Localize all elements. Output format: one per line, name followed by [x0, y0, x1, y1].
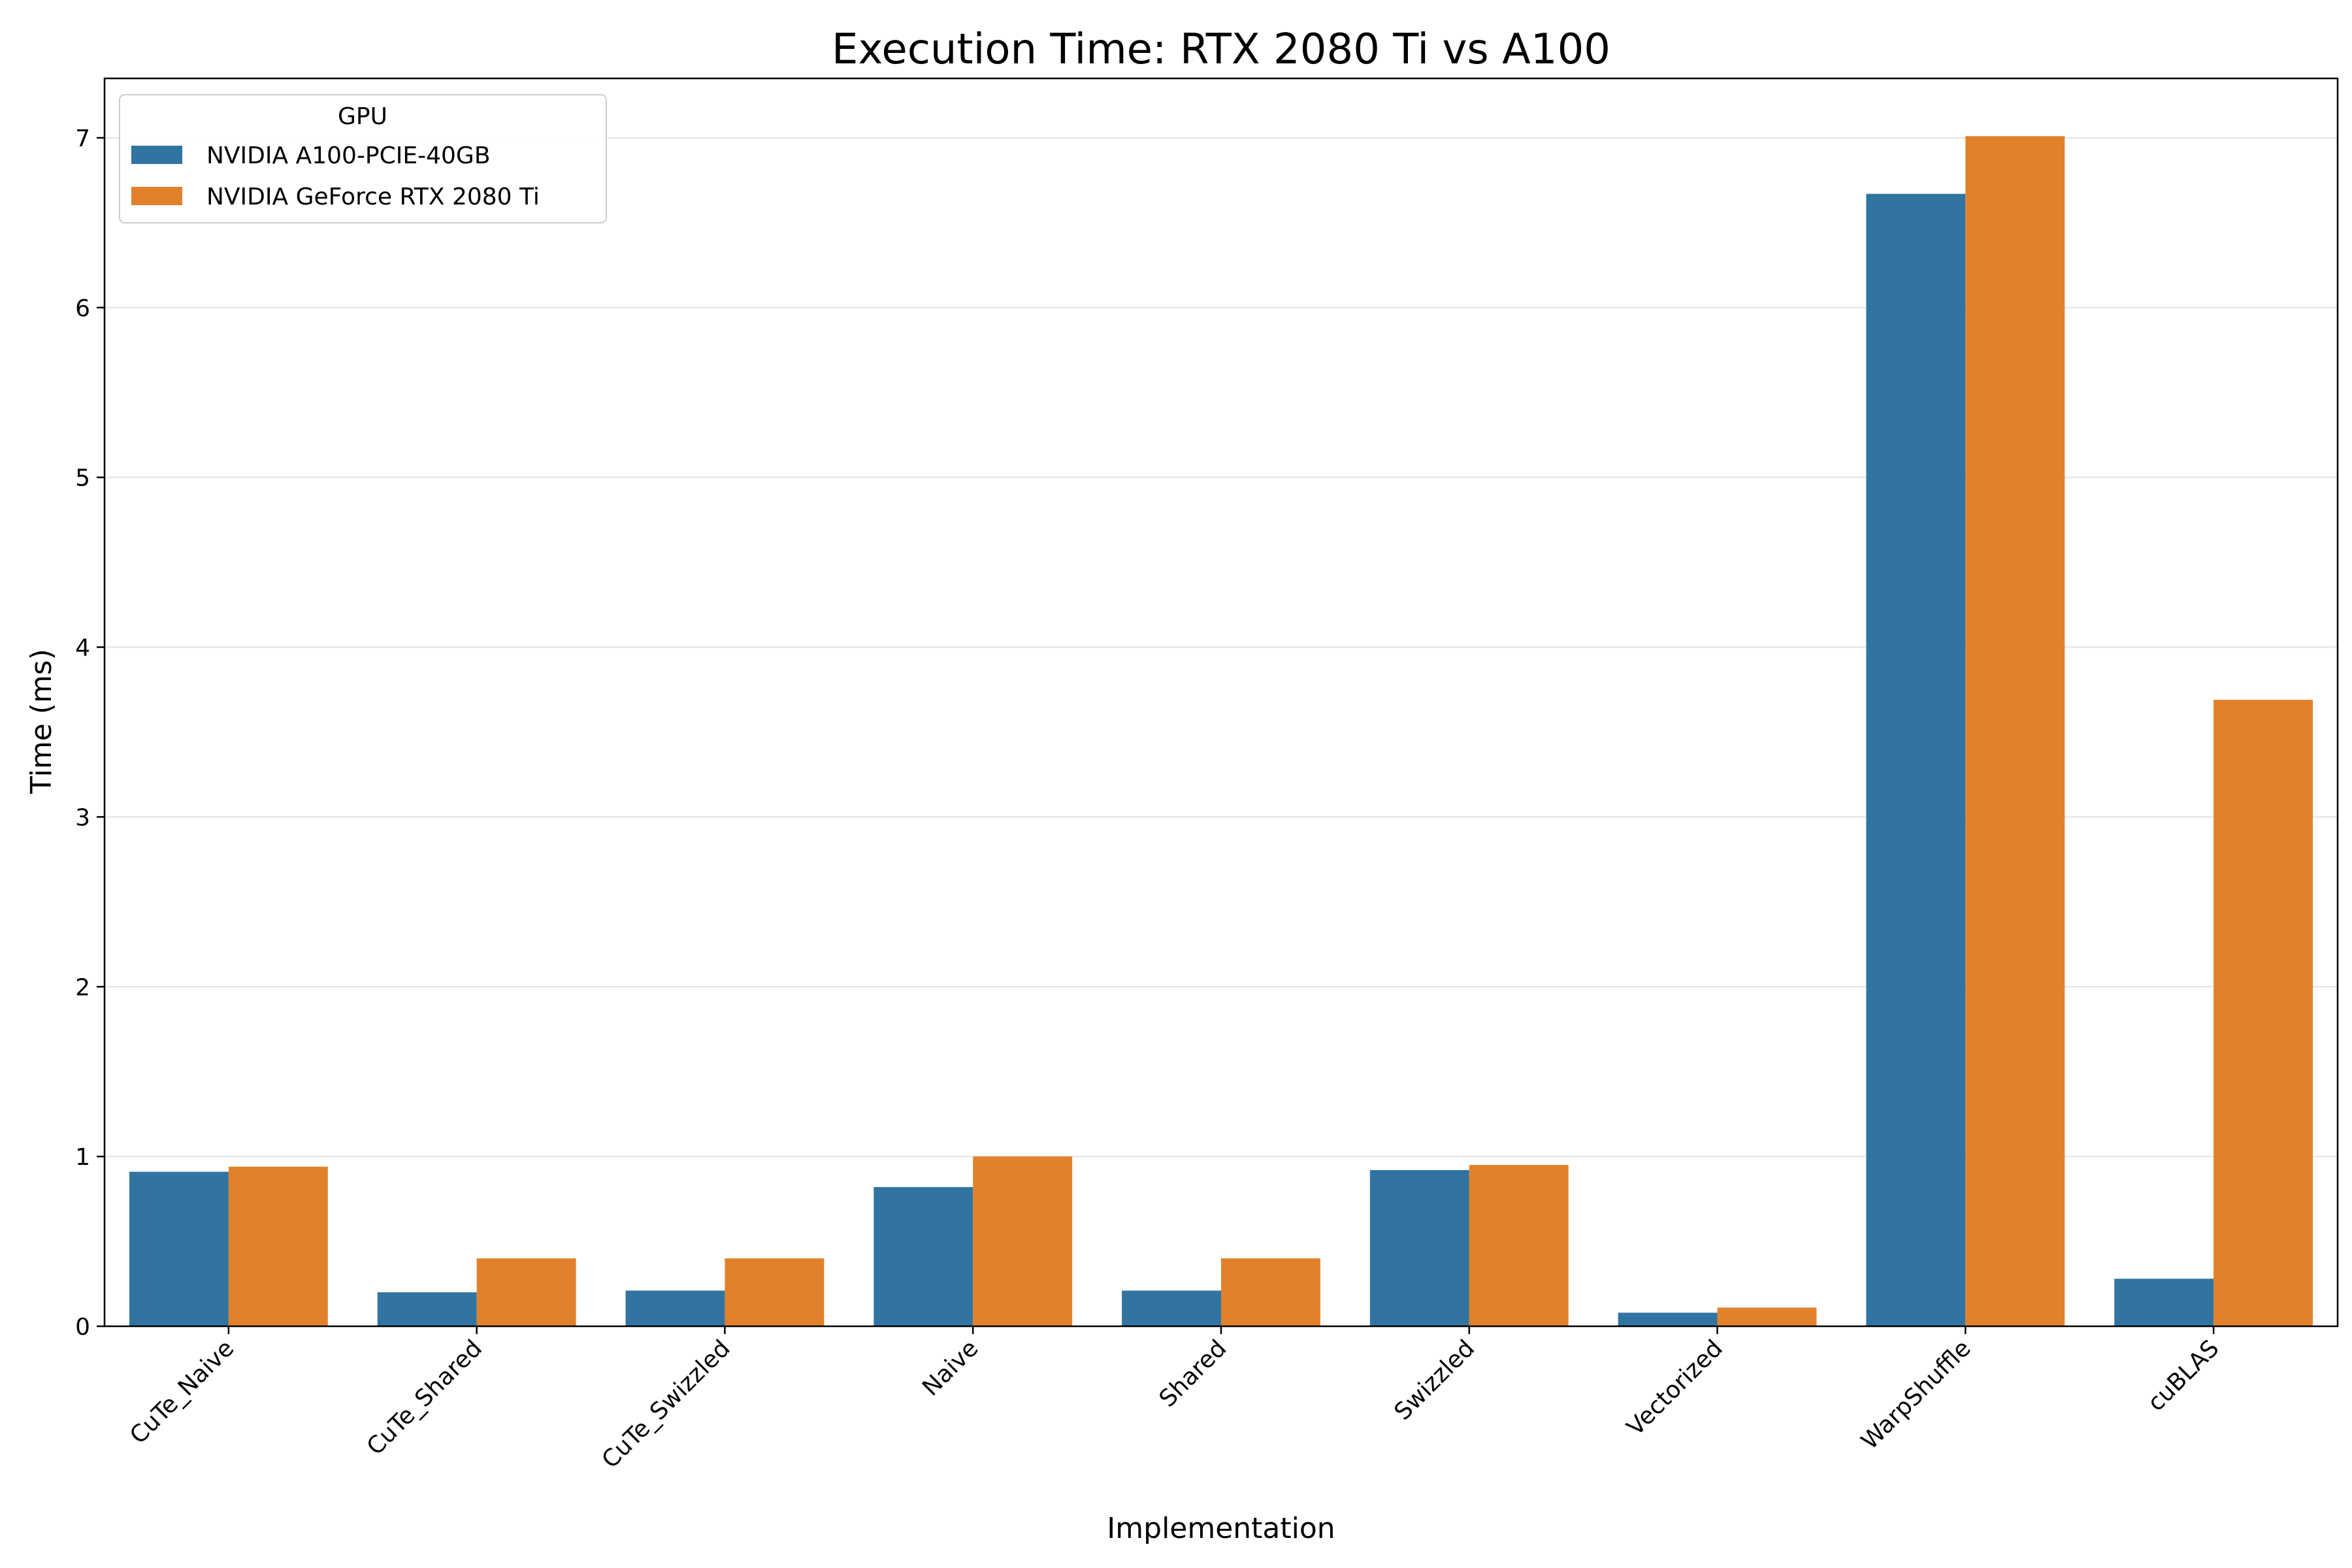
bar-swizzled-series-1: [1469, 1165, 1569, 1326]
y-tick-label: 4: [75, 635, 90, 662]
bar-swizzled-series-0: [1369, 1169, 1469, 1326]
y-tick-label: 7: [75, 125, 90, 152]
legend-swatch-rtx2080ti: [131, 187, 182, 205]
bar-shared-series-1: [1221, 1258, 1320, 1326]
bar-vectorized-series-0: [1618, 1313, 1718, 1326]
bar-cute-shared-series-0: [377, 1292, 477, 1326]
bar-cute-shared-series-1: [476, 1258, 576, 1326]
bar-naive-series-1: [973, 1156, 1073, 1326]
legend-label-rtx2080ti: NVIDIA GeForce RTX 2080 Ti: [206, 184, 540, 210]
legend-swatch-a100: [131, 146, 182, 164]
bar-cublas-series-0: [2114, 1279, 2214, 1326]
y-tick-label: 0: [75, 1314, 90, 1341]
y-axis-title: Time (ms): [25, 649, 58, 794]
y-tick-label: 2: [75, 974, 90, 1001]
legend: GPU NVIDIA A100-PCIE-40GB NVIDIA GeForce…: [119, 94, 607, 223]
y-tick-label: 3: [75, 804, 90, 831]
bar-shared-series-0: [1122, 1290, 1221, 1326]
bar-cute-swizzled-series-0: [625, 1290, 725, 1326]
x-axis-title: Implementation: [1107, 1512, 1335, 1545]
bar-cute-swizzled-series-1: [725, 1258, 825, 1326]
chart-title: Execution Time: RTX 2080 Ti vs A100: [832, 25, 1610, 74]
bar-cublas-series-1: [2213, 700, 2313, 1326]
y-axis: 0 1 2 3 4 5 6 7: [75, 125, 105, 1341]
legend-label-a100: NVIDIA A100-PCIE-40GB: [206, 142, 491, 169]
bar-vectorized-series-1: [1717, 1307, 1817, 1326]
bar-warpshuffle-series-0: [1866, 193, 1966, 1326]
bars: [129, 136, 2313, 1326]
y-tick-label: 1: [75, 1144, 90, 1171]
y-tick-label: 5: [75, 465, 90, 492]
bar-naive-series-0: [874, 1186, 973, 1326]
bar-cute-naive-series-0: [129, 1171, 229, 1326]
legend-title: GPU: [338, 103, 387, 130]
y-tick-label: 6: [75, 295, 90, 322]
bar-cute-naive-series-1: [228, 1166, 328, 1326]
bar-warpshuffle-series-1: [1965, 136, 2065, 1326]
legend-box: [119, 94, 607, 223]
